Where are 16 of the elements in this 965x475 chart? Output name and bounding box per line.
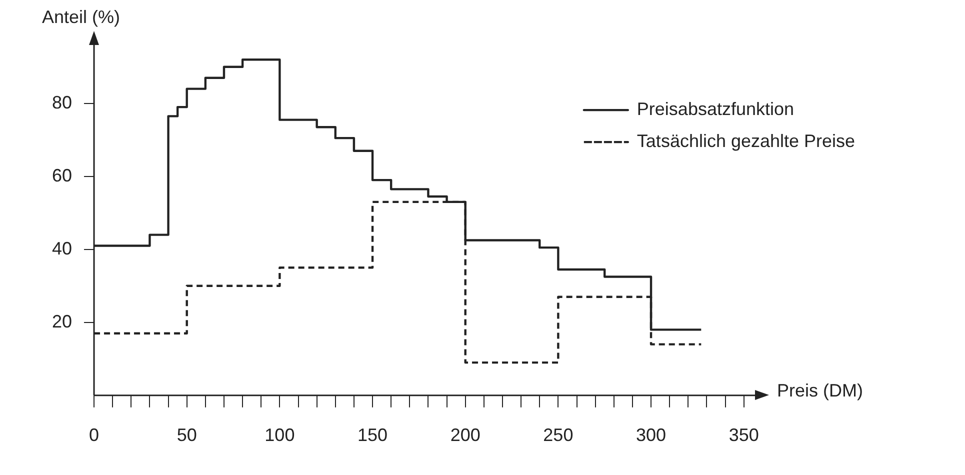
y-tick-label: 80 — [52, 92, 72, 112]
x-tick-label: 50 — [176, 425, 197, 446]
x-tick-label: 250 — [543, 425, 574, 446]
y-axis-title: Anteil (%) — [42, 6, 120, 27]
x-tick-label: 150 — [358, 425, 388, 446]
y-tick-label: 60 — [52, 165, 72, 186]
legend-label: Preisabsatzfunktion — [636, 99, 794, 120]
x-tick-label: 350 — [728, 425, 759, 446]
x-tick-label: 200 — [450, 425, 480, 446]
x-tick-label: 0 — [89, 425, 100, 446]
x-axis-title: Preis (DM) — [777, 380, 863, 400]
x-tick-label: 100 — [264, 425, 295, 446]
y-tick-label: 20 — [52, 311, 72, 332]
legend-label: Tatsächlich gezahlte Preise — [636, 131, 856, 152]
y-tick-label: 40 — [52, 238, 72, 258]
x-tick-label: 300 — [636, 425, 666, 446]
